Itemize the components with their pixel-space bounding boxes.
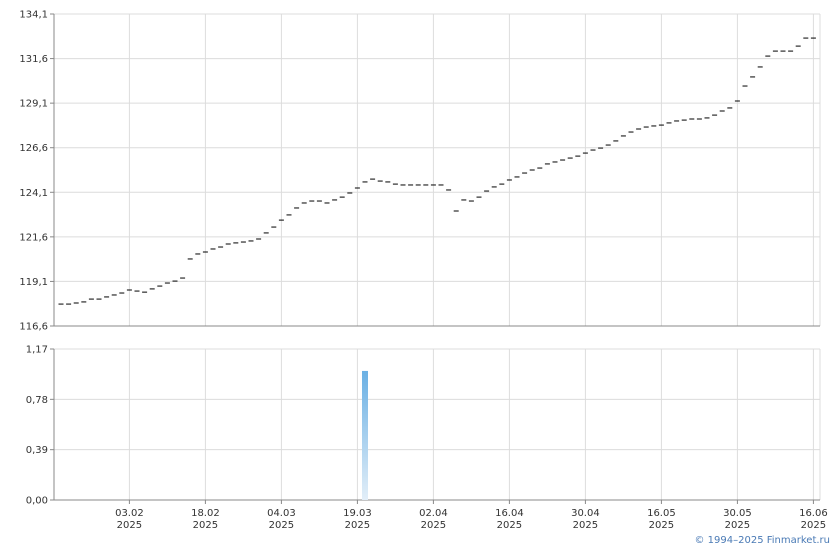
x-tick-label: 30.04 2025 xyxy=(571,508,600,531)
x-tick-label-line: 02.04 xyxy=(419,508,448,519)
y-tick-label: 0,00 xyxy=(26,496,48,507)
x-tick-label-line: 30.04 xyxy=(571,508,600,519)
y-tick-label: 134,1 xyxy=(19,10,48,21)
copyright: © 1994–2025 Finmarket.ru xyxy=(694,535,830,546)
x-tick-label-line: 16.05 xyxy=(647,508,676,519)
x-tick-label-line: 2025 xyxy=(421,520,446,531)
x-tick-label: 03.02 2025 xyxy=(115,508,144,531)
x-tick-label: 16.06 2025 xyxy=(799,508,828,531)
x-tick-label: 16.04 2025 xyxy=(495,508,524,531)
x-tick-label-line: 16.06 xyxy=(799,508,828,519)
y-tick-label: 124,1 xyxy=(19,188,48,199)
x-tick-label-line: 04.03 xyxy=(267,508,296,519)
y-tick-label: 119,1 xyxy=(19,277,48,288)
x-tick-label-line: 16.04 xyxy=(495,508,524,519)
x-tick-label-line: 2025 xyxy=(573,520,598,531)
x-tick-label-line: 18.02 xyxy=(191,508,220,519)
x-tick-label: 02.04 2025 xyxy=(419,508,448,531)
x-tick-label-line: 19.03 xyxy=(343,508,372,519)
x-tick-label-line: 2025 xyxy=(117,520,142,531)
x-tick-label-line: 2025 xyxy=(497,520,522,531)
y-tick-label: 126,6 xyxy=(19,143,48,154)
x-tick-label-line: 03.02 xyxy=(115,508,144,519)
x-tick-label-line: 2025 xyxy=(193,520,218,531)
x-tick-label: 04.03 2025 xyxy=(267,508,296,531)
x-tick-label-line: 2025 xyxy=(345,520,370,531)
y-tick-label: 0,39 xyxy=(26,445,48,456)
x-tick-label: 19.03 2025 xyxy=(343,508,372,531)
volume-bar xyxy=(362,370,368,500)
y-tick-label: 131,6 xyxy=(19,54,48,65)
x-tick-label-line: 2025 xyxy=(801,520,826,531)
x-tick-label: 16.05 2025 xyxy=(647,508,676,531)
x-tick-label-line: 2025 xyxy=(269,520,294,531)
y-tick-label: 116,6 xyxy=(19,322,48,333)
x-tick-label-line: 2025 xyxy=(649,520,674,531)
x-tick-label-line: 30.05 xyxy=(723,508,752,519)
y-tick-label: 121,6 xyxy=(19,232,48,243)
y-tick-label: 0,78 xyxy=(26,395,48,406)
y-tick-label: 129,1 xyxy=(19,99,48,110)
y-tick-label: 1,17 xyxy=(26,345,48,356)
x-tick-label: 30.05 2025 xyxy=(723,508,752,531)
x-tick-label-line: 2025 xyxy=(725,520,750,531)
x-tick-label: 18.02 2025 xyxy=(191,508,220,531)
